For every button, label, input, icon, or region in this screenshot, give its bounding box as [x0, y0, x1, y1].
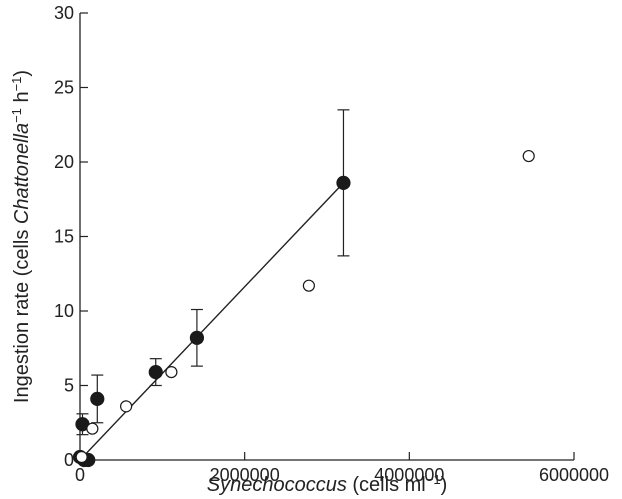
x-axis-title: Synechococcus (cells ml−1): [207, 472, 447, 497]
data-points: [72, 149, 535, 468]
y-tick-label: 25: [54, 78, 74, 98]
x-tick-label: 0: [75, 465, 85, 485]
data-point-filled: [90, 391, 105, 407]
data-point-open: [522, 149, 535, 163]
x-tick-label: 6000000: [539, 465, 609, 485]
data-point-open: [302, 279, 315, 292]
x-tick-label: 4000000: [374, 465, 444, 485]
data-point-open: [165, 365, 178, 379]
axes: [79, 13, 574, 461]
x-tick-label: 2000000: [210, 465, 280, 485]
ticks: 0 5 10 15 20 25 30 0 2000000 4000000 6000000: [54, 3, 609, 485]
data-point-open: [86, 422, 99, 435]
error-bars: [76, 109, 350, 436]
y-tick-label: 10: [54, 301, 74, 321]
y-tick-label: 30: [54, 3, 74, 23]
y-tick-label: 5: [64, 376, 74, 396]
y-tick-label: 0: [64, 450, 74, 470]
data-point-filled: [148, 364, 163, 380]
y-axis-title: Ingestion rate (cells Chattonella−1 h−1): [9, 70, 34, 403]
data-point-filled: [189, 330, 205, 345]
data-point-open: [75, 450, 88, 464]
y-tick-label: 15: [54, 227, 74, 247]
data-point-open: [120, 400, 133, 413]
fit-line-group: [79, 182, 344, 461]
y-tick-label: 20: [54, 152, 74, 172]
fit-line: [79, 182, 344, 461]
data-point-filled: [336, 175, 351, 190]
